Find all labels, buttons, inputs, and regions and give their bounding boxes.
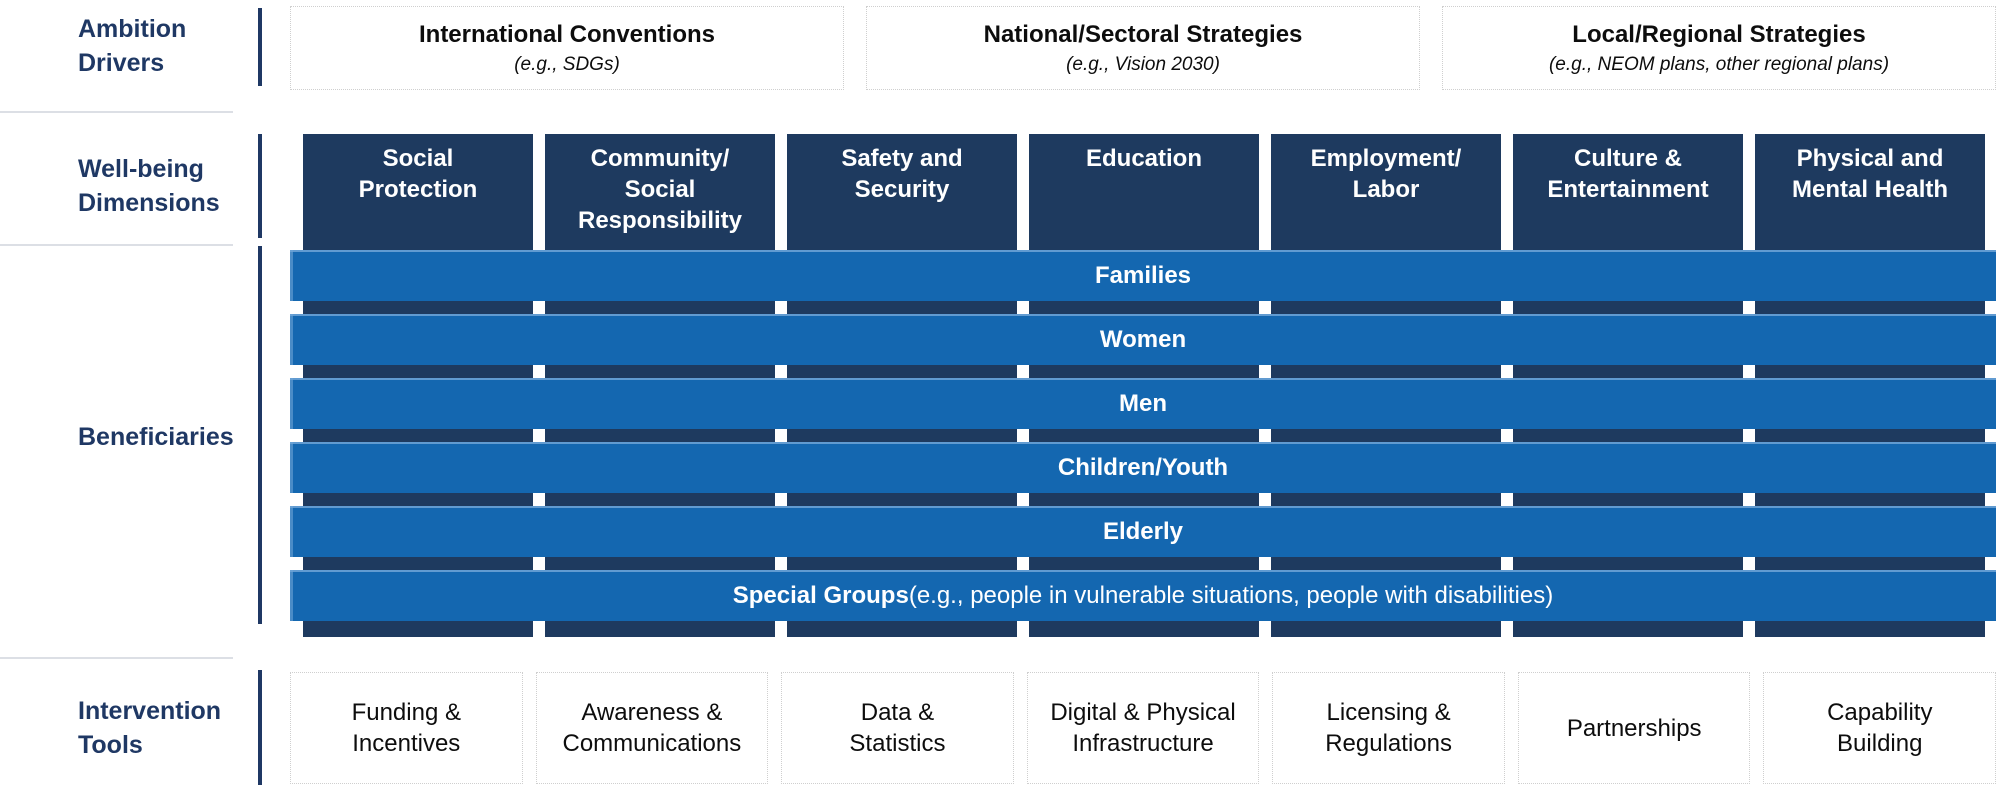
beneficiary-label-bold: Special Groups — [732, 581, 909, 609]
rail-divider — [0, 657, 233, 659]
beneficiary-label: Men — [1119, 389, 1167, 417]
driver-subtitle: (e.g., Vision 2030) — [1066, 53, 1220, 75]
rail-divider — [0, 244, 233, 246]
driver-subtitle: (e.g., SDGs) — [514, 53, 620, 75]
section-separator-line — [258, 670, 262, 785]
beneficiary-label: Women — [1099, 325, 1187, 353]
tool-box-funding-incentives: Funding & Incentives — [290, 672, 523, 784]
section-separator-line — [258, 246, 262, 624]
dimension-label: Employment/ Labor — [1310, 145, 1462, 203]
ambition-drivers-row: International Conventions (e.g., SDGs) N… — [290, 6, 1996, 90]
wellbeing-dimensions-row-label: Well-being Dimensions — [78, 155, 220, 217]
driver-subtitle: (e.g., NEOM plans, other regional plans) — [1548, 53, 1890, 75]
beneficiary-bar-elderly: Elderly — [290, 506, 1996, 557]
dimension-label: Safety and Security — [841, 145, 963, 203]
tool-box-awareness-communications: Awareness & Communications — [535, 672, 769, 784]
section-separator-line — [258, 8, 262, 86]
dimension-label: Physical and Mental Health — [1791, 145, 1949, 203]
intervention-tools-row: Funding & Incentives Awareness & Communi… — [290, 672, 1997, 784]
beneficiary-bar-special-groups: Special Groups (e.g., people in vulnerab… — [290, 570, 1996, 621]
rail-divider — [0, 111, 233, 113]
tool-box-licensing-regulations: Licensing & Regulations — [1272, 672, 1505, 784]
beneficiary-bar-women: Women — [290, 314, 1996, 365]
dimension-label: Education — [1085, 145, 1202, 172]
dimension-label: Community/ Social Responsibility — [577, 145, 743, 234]
driver-title: International Conventions — [418, 20, 715, 48]
dimension-label: Culture & Entertainment — [1547, 145, 1709, 203]
beneficiary-bar-men: Men — [290, 378, 1996, 429]
ambition-drivers-row-label: Ambition Drivers — [78, 15, 187, 77]
section-separator-line — [258, 134, 262, 238]
driver-box-national-sectoral-strategies: National/Sectoral Strategies (e.g., Visi… — [866, 6, 1420, 90]
intervention-tools-row-label: Intervention Tools — [78, 697, 222, 759]
beneficiary-label-detail: (e.g., people in vulnerable situations, … — [908, 581, 1554, 609]
driver-box-local-regional-strategies: Local/Regional Strategies (e.g., NEOM pl… — [1442, 6, 1996, 90]
beneficiary-label: Children/Youth — [1057, 453, 1229, 481]
beneficiaries-row-label: Beneficiaries — [78, 423, 234, 451]
tool-box-digital-physical-infrastructure: Digital & Physical Infrastructure — [1026, 672, 1260, 784]
tool-box-capability-building: Capability Building — [1763, 672, 1997, 784]
driver-title: Local/Regional Strategies — [1572, 20, 1866, 48]
tool-box-data-statistics: Data & Statistics — [781, 672, 1014, 784]
beneficiary-bar-families: Families — [290, 250, 1996, 301]
driver-box-international-conventions: International Conventions (e.g., SDGs) — [290, 6, 844, 90]
beneficiary-bar-children-youth: Children/Youth — [290, 442, 1996, 493]
beneficiary-label: Families — [1094, 261, 1192, 289]
tool-box-partnerships: Partnerships — [1517, 672, 1751, 784]
dimension-label: Social Protection — [358, 145, 478, 203]
driver-title: National/Sectoral Strategies — [983, 20, 1303, 48]
beneficiary-label: Elderly — [1102, 517, 1184, 545]
